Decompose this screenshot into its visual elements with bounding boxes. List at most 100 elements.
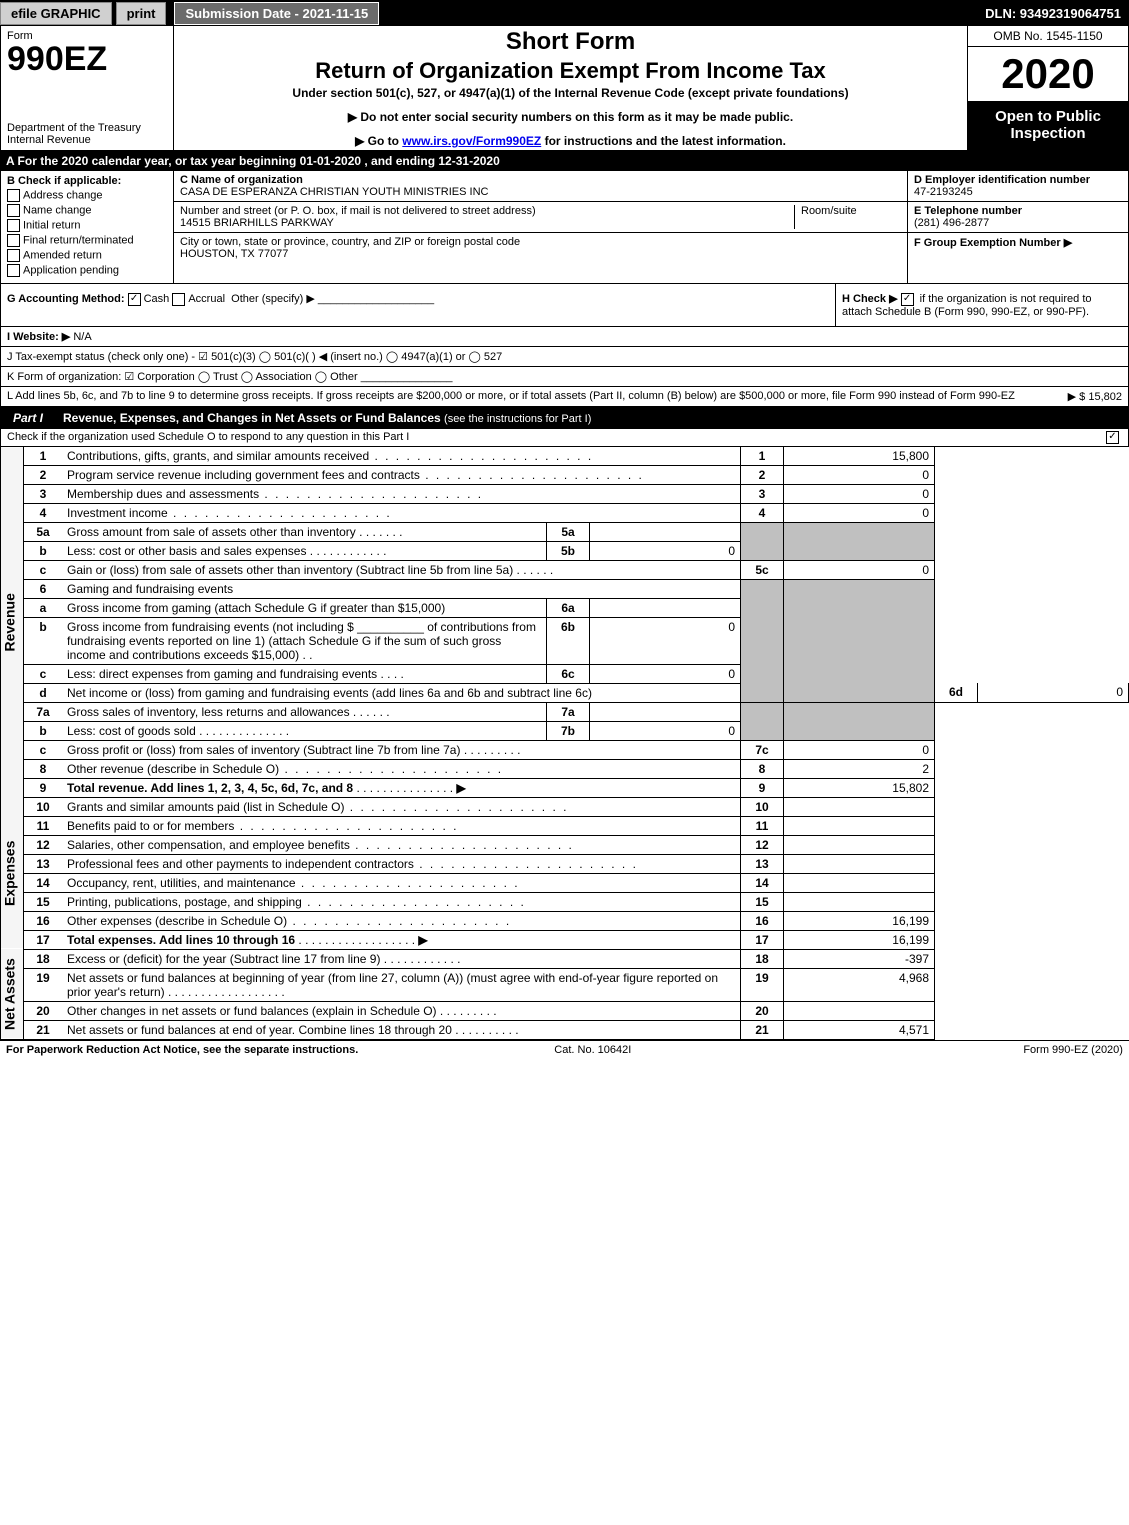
l2-desc: Program service revenue including govern… xyxy=(67,468,420,482)
l20-num: 20 xyxy=(24,1001,63,1020)
l18-num: 18 xyxy=(24,949,63,968)
g-cash: Cash xyxy=(144,293,170,305)
section-h: H Check ▶ ✓ if the organization is not r… xyxy=(835,284,1128,326)
l2-amt: 0 xyxy=(784,465,935,484)
l13-num: 13 xyxy=(24,854,63,873)
phone-label: E Telephone number xyxy=(914,205,1022,217)
gross-receipts-amount: ▶ $ 15,802 xyxy=(1068,390,1122,403)
l6b-num: b xyxy=(24,617,63,664)
header-right: OMB No. 1545-1150 2020 Open to Public In… xyxy=(967,26,1128,150)
chk-final-return[interactable]: Final return/terminated xyxy=(7,234,167,247)
l6b-box: 6b xyxy=(547,617,590,664)
h-prefix: H Check ▶ xyxy=(842,293,898,305)
chk-address-change[interactable]: Address change xyxy=(7,189,167,202)
omb-number: OMB No. 1545-1150 xyxy=(968,26,1128,47)
irs-link[interactable]: www.irs.gov/Form990EZ xyxy=(402,134,541,148)
row-5c: c Gain or (loss) from sale of assets oth… xyxy=(1,560,1129,579)
l7b-box: 7b xyxy=(547,721,590,740)
tax-exempt-text: J Tax-exempt status (check only one) - ☑… xyxy=(7,351,502,363)
l17-desc: Total expenses. Add lines 10 through 16 xyxy=(67,933,295,947)
l5-shade-amt xyxy=(784,522,935,560)
l7c-desc: Gross profit or (loss) from sales of inv… xyxy=(67,743,460,757)
form-number: 990EZ xyxy=(7,42,167,76)
l15-amt xyxy=(784,892,935,911)
l10-desc: Grants and similar amounts paid (list in… xyxy=(67,800,344,814)
website-row: I Website: ▶ N/A xyxy=(1,327,1128,347)
chk-h[interactable]: ✓ xyxy=(901,293,914,306)
form-of-org-text: K Form of organization: ☑ Corporation ◯ … xyxy=(7,371,358,383)
l21-amt: 4,571 xyxy=(784,1020,935,1039)
l6d-ref: 6d xyxy=(935,683,978,702)
l7b-num: b xyxy=(24,721,63,740)
l20-amt xyxy=(784,1001,935,1020)
efile-button[interactable]: efile GRAPHIC xyxy=(0,2,112,25)
l20-desc: Other changes in net assets or fund bala… xyxy=(67,1004,437,1018)
row-20: 20 Other changes in net assets or fund b… xyxy=(1,1001,1129,1020)
chk-initial-return[interactable]: Initial return xyxy=(7,219,167,232)
row-6b: b Gross income from fundraising events (… xyxy=(1,617,1129,664)
city-value: HOUSTON, TX 77077 xyxy=(180,248,288,260)
form-header: Form 990EZ Department of the Treasury In… xyxy=(0,26,1129,151)
top-bar: efile GRAPHIC print Submission Date - 20… xyxy=(0,0,1129,26)
l7c-num: c xyxy=(24,740,63,759)
l9-amt: 15,802 xyxy=(784,778,935,797)
l19-ref: 19 xyxy=(741,968,784,1001)
l2-num: 2 xyxy=(24,465,63,484)
row-18: Net Assets 18 Excess or (deficit) for th… xyxy=(1,949,1129,968)
part-1-header: Part I Revenue, Expenses, and Changes in… xyxy=(0,407,1129,429)
notice-2: ▶ Go to www.irs.gov/Form990EZ for instru… xyxy=(182,134,959,148)
website-value: N/A xyxy=(73,331,91,343)
l1-amt: 15,800 xyxy=(784,447,935,466)
l3-amt: 0 xyxy=(784,484,935,503)
l13-amt xyxy=(784,854,935,873)
section-b: B Check if applicable: Address change Na… xyxy=(1,171,174,283)
l5c-ref: 5c xyxy=(741,560,784,579)
city-row: City or town, state or province, country… xyxy=(174,233,907,263)
chk-name-change[interactable]: Name change xyxy=(7,204,167,217)
l5c-amt: 0 xyxy=(784,560,935,579)
l1-desc: Contributions, gifts, grants, and simila… xyxy=(67,449,369,463)
l15-ref: 15 xyxy=(741,892,784,911)
form-of-org-row: K Form of organization: ☑ Corporation ◯ … xyxy=(1,367,1128,387)
chk-accrual[interactable] xyxy=(172,293,185,306)
l4-desc: Investment income xyxy=(67,506,168,520)
ein-value: 47-2193245 xyxy=(914,186,973,198)
row-5a: 5a Gross amount from sale of assets othe… xyxy=(1,522,1129,541)
part-1-title: Revenue, Expenses, and Changes in Net As… xyxy=(55,411,591,425)
street-value: 14515 BRIARHILLS PARKWAY xyxy=(180,217,334,229)
l5a-num: 5a xyxy=(24,522,63,541)
room-label: Room/suite xyxy=(801,205,857,217)
row-15: 15 Printing, publications, postage, and … xyxy=(1,892,1129,911)
chk-application-pending[interactable]: Application pending xyxy=(7,264,167,277)
l9-ref: 9 xyxy=(741,778,784,797)
l19-num: 19 xyxy=(24,968,63,1001)
l10-amt xyxy=(784,797,935,816)
l15-num: 15 xyxy=(24,892,63,911)
l6a-val xyxy=(590,598,741,617)
print-button[interactable]: print xyxy=(116,2,167,25)
l10-ref: 10 xyxy=(741,797,784,816)
l5-shade xyxy=(741,522,784,560)
main-title: Return of Organization Exempt From Incom… xyxy=(182,58,959,84)
phone-row: E Telephone number (281) 496-2877 xyxy=(908,202,1128,233)
l16-num: 16 xyxy=(24,911,63,930)
l7a-box: 7a xyxy=(547,702,590,721)
l16-amt: 16,199 xyxy=(784,911,935,930)
chk-cash[interactable]: ✓ xyxy=(128,293,141,306)
l5c-desc: Gain or (loss) from sale of assets other… xyxy=(67,563,513,577)
l18-ref: 18 xyxy=(741,949,784,968)
l12-desc: Salaries, other compensation, and employ… xyxy=(67,838,350,852)
gross-receipts-row: L Add lines 5b, 6c, and 7b to line 9 to … xyxy=(1,387,1128,406)
l6c-desc: Less: direct expenses from gaming and fu… xyxy=(67,667,377,681)
chk-amended-return[interactable]: Amended return xyxy=(7,249,167,262)
row-9: 9 Total revenue. Add lines 1, 2, 3, 4, 5… xyxy=(1,778,1129,797)
row-7c: c Gross profit or (loss) from sales of i… xyxy=(1,740,1129,759)
l7c-ref: 7c xyxy=(741,740,784,759)
chk-part1[interactable]: ✓ xyxy=(1106,431,1119,444)
row-16: 16 Other expenses (describe in Schedule … xyxy=(1,911,1129,930)
l7b-desc: Less: cost of goods sold xyxy=(67,724,196,738)
l18-desc: Excess or (deficit) for the year (Subtra… xyxy=(67,952,380,966)
l11-ref: 11 xyxy=(741,816,784,835)
l6c-box: 6c xyxy=(547,664,590,683)
org-name: CASA DE ESPERANZA CHRISTIAN YOUTH MINIST… xyxy=(180,186,488,198)
